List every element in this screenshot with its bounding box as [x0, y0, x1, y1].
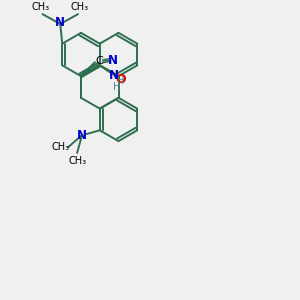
- Text: CH₃: CH₃: [51, 142, 69, 152]
- Text: N: N: [108, 54, 118, 67]
- Text: N: N: [77, 129, 87, 142]
- Text: H: H: [117, 76, 125, 86]
- Text: CH₃: CH₃: [71, 2, 89, 12]
- Text: C: C: [95, 56, 103, 66]
- Text: N: N: [55, 16, 65, 29]
- Text: O: O: [115, 73, 126, 85]
- Text: CH₃: CH₃: [68, 156, 86, 166]
- Text: N: N: [109, 69, 119, 82]
- Text: H: H: [112, 82, 120, 92]
- Text: CH₃: CH₃: [32, 2, 50, 12]
